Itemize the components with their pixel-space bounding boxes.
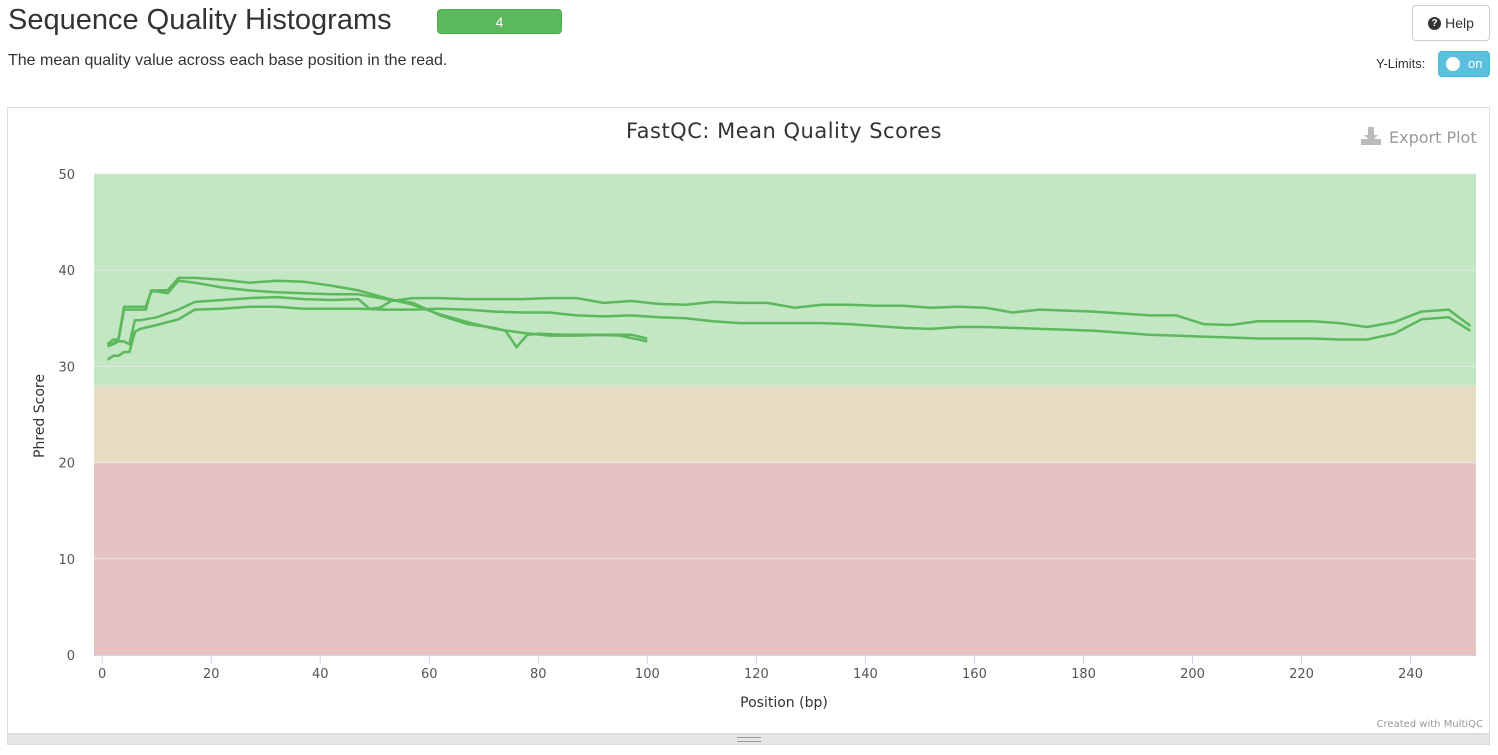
help-button-label: Help [1445, 15, 1474, 31]
y-tick-label: 10 [58, 553, 75, 568]
x-axis-label: Position (bp) [740, 695, 828, 711]
help-button[interactable]: ? Help [1412, 5, 1490, 41]
x-tick-label: 100 [635, 667, 660, 682]
series-line-sample_3 [107, 295, 1472, 348]
ylimits-toggle[interactable]: on [1438, 51, 1490, 77]
x-tick-label: 120 [744, 667, 769, 682]
series-line-sample_1 [106, 279, 648, 349]
export-plot-label: Export Plot [1389, 128, 1477, 147]
series-line-sample_4 [106, 305, 1472, 361]
x-tick-label: 40 [312, 667, 329, 682]
series-lines [106, 276, 1472, 361]
chart-title: FastQC: Mean Quality Scores [626, 119, 942, 143]
toggle-label: on [1468, 56, 1483, 71]
question-circle-icon: ? [1428, 16, 1442, 30]
y-tick-label: 50 [58, 168, 75, 183]
axes: 0 10 20 30 40 50 0 20 40 60 80 100 120 140 160 180 200 22… [58, 168, 1476, 682]
x-tick-label: 80 [530, 667, 547, 682]
plot-container: 0 10 20 30 40 50 0 20 40 60 80 100 120 140 160 180 200 22… [7, 107, 1490, 734]
series-line-sample_2 [107, 276, 648, 348]
toggle-knob [1446, 57, 1460, 71]
band-good [94, 174, 1476, 386]
y-tick-label: 30 [58, 360, 75, 375]
y-tick-label: 0 [67, 649, 75, 664]
y-tick-label: 40 [58, 264, 75, 279]
x-tick-label: 220 [1289, 667, 1314, 682]
credit-text: Created with MultiQC [1377, 719, 1483, 730]
x-tick-label: 60 [421, 667, 438, 682]
section-description: The mean quality value across each base … [8, 52, 448, 69]
sample-count-badge[interactable]: 4 [437, 9, 562, 34]
x-tick-label: 0 [98, 667, 106, 682]
x-tick-label: 180 [1071, 667, 1096, 682]
grid-lines [94, 173, 1476, 560]
grip-lines-icon [737, 737, 761, 742]
x-tick-label: 140 [853, 667, 878, 682]
ylimits-label: Y-Limits: [1376, 56, 1426, 71]
quality-zones [94, 174, 1476, 655]
quality-chart[interactable]: 0 10 20 30 40 50 0 20 40 60 80 100 120 140 160 180 200 22… [8, 108, 1489, 733]
download-icon [1361, 127, 1381, 145]
x-tick-label: 200 [1180, 667, 1205, 682]
x-tick-label: 20 [203, 667, 220, 682]
plot-resize-handle[interactable] [7, 734, 1490, 745]
x-tick-label: 160 [962, 667, 987, 682]
y-axis-label: Phred Score [32, 374, 48, 458]
x-tick-label: 240 [1398, 667, 1423, 682]
y-tick-label: 20 [58, 457, 75, 472]
band-warn [94, 385, 1476, 463]
section-title: Sequence Quality Histograms [8, 4, 392, 36]
export-plot-button[interactable]: Export Plot [1361, 127, 1477, 147]
